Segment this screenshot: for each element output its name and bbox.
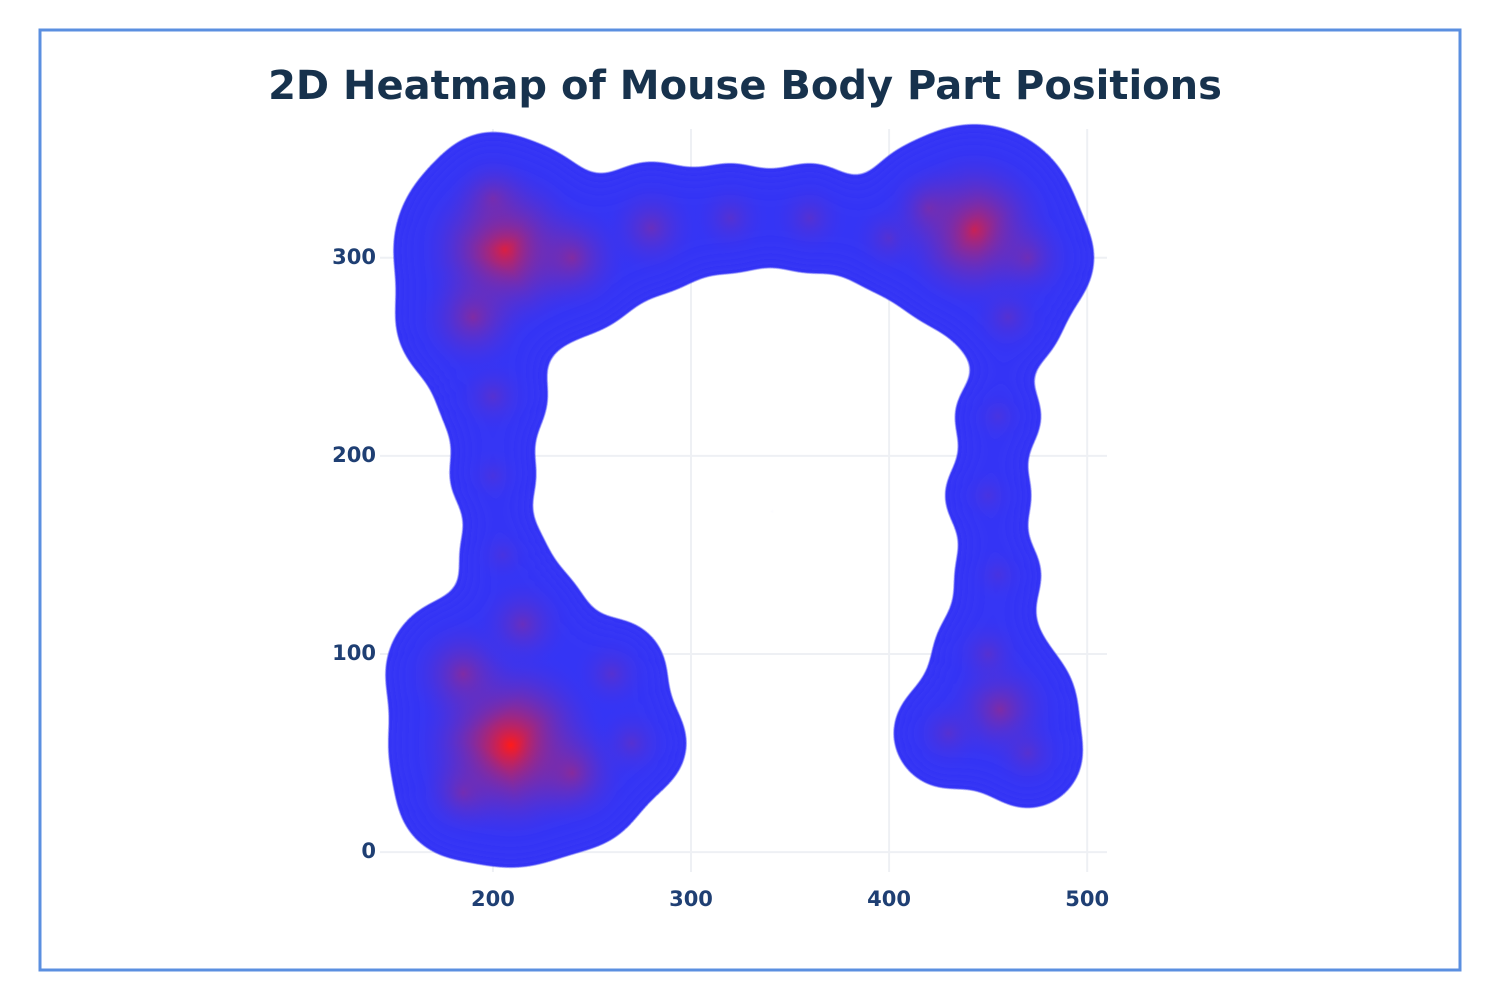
density-hot [403,145,1078,846]
y-tick-label: 200 [332,443,376,467]
x-tick-label: 500 [1065,887,1109,911]
density-peak [967,277,1048,358]
density-peak [878,158,979,259]
density-peak [591,703,672,784]
density-peak [601,178,702,279]
density-peak [442,148,543,249]
frame [38,28,1462,972]
density-peak [472,574,573,675]
density-peak [769,178,850,259]
density-peak [770,509,775,514]
y-tick-label: 100 [332,641,376,665]
density-peak [958,465,1019,526]
density-peak [571,633,652,714]
density-peak [908,693,989,774]
density-peak [462,445,523,506]
y-tick-label: 300 [332,245,376,269]
density-peak [690,178,771,259]
density-peak [987,713,1068,794]
x-tick-label: 200 [471,887,515,911]
density-peak [413,257,534,378]
density-peak [968,386,1029,447]
density-peak [413,742,514,843]
density-peak [472,524,533,585]
x-tick-label: 400 [867,887,911,911]
x-tick-label: 300 [669,887,713,911]
chart-title: 2D Heatmap of Mouse Body Part Positions [268,63,1222,109]
density-peak [948,614,1029,695]
density-peak [968,544,1029,605]
ticks: 0 100 200 300 200 300 400 500 [332,245,1109,911]
y-tick-label: 0 [361,839,376,863]
